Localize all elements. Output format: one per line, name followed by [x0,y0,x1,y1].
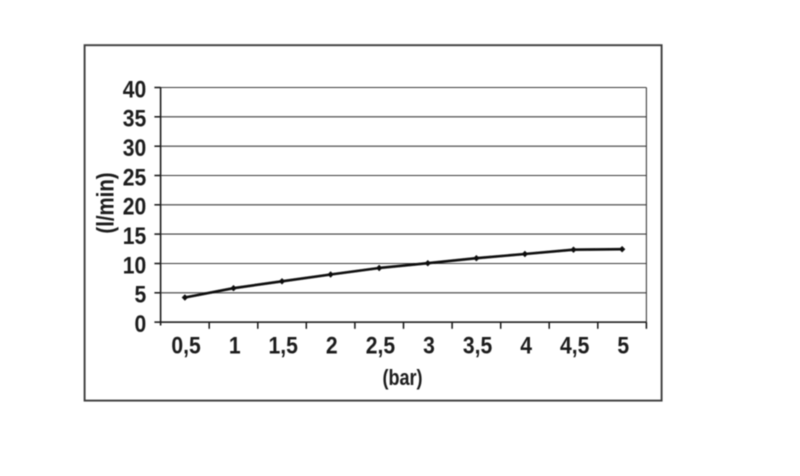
svg-text:2: 2 [326,332,338,359]
svg-text:35: 35 [123,105,146,132]
svg-text:20: 20 [123,193,146,220]
svg-text:10: 10 [123,252,146,279]
svg-text:0: 0 [134,311,146,338]
svg-text:(l/min): (l/min) [92,172,119,233]
svg-text:5: 5 [134,281,146,308]
svg-text:25: 25 [123,164,146,191]
svg-text:(bar): (bar) [382,366,422,390]
svg-text:40: 40 [123,76,146,103]
svg-text:30: 30 [123,135,146,162]
svg-text:2,5: 2,5 [366,332,395,359]
svg-text:1: 1 [229,332,241,359]
svg-text:0,5: 0,5 [171,332,200,359]
svg-text:4: 4 [520,332,532,359]
svg-text:3,5: 3,5 [463,332,492,359]
svg-text:5: 5 [617,332,629,359]
svg-text:3: 3 [423,332,435,359]
svg-text:4,5: 4,5 [560,332,589,359]
svg-text:15: 15 [123,223,146,250]
svg-text:1,5: 1,5 [269,332,298,359]
